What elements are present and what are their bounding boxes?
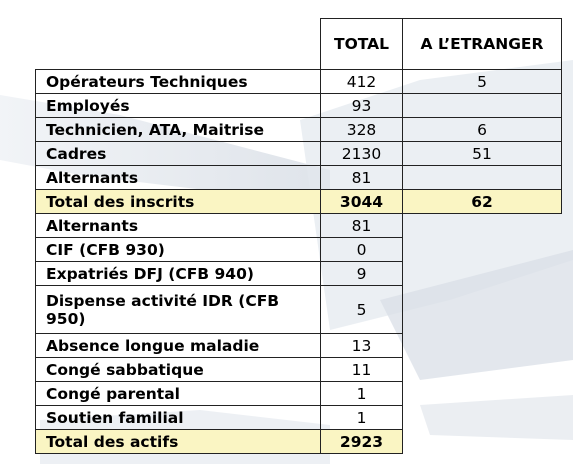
row-label: Expatriés DFJ (CFB 940)	[35, 261, 321, 286]
row-abroad	[402, 165, 562, 190]
row-total: 9	[320, 261, 403, 286]
total-actifs-label: Total des actifs	[35, 429, 321, 454]
empty-cell	[403, 286, 562, 334]
header-empty-cell	[35, 18, 321, 70]
row-total: 5	[320, 285, 403, 334]
row-label: Congé parental	[35, 381, 321, 406]
row-total: 81	[320, 165, 403, 190]
total-inscrits-total: 3044	[320, 189, 403, 214]
total-actifs-total: 2923	[320, 429, 403, 454]
row-total: 93	[320, 93, 403, 118]
staff-table: TOTAL A L’ETRANGER Opérateurs Techniques…	[35, 18, 562, 454]
empty-cell	[403, 238, 562, 262]
row-abroad: 5	[402, 69, 562, 94]
row-label: Congé sabbatique	[35, 357, 321, 382]
header-abroad: A L’ETRANGER	[402, 18, 562, 70]
table-row: Alternants 81	[35, 213, 562, 238]
row-label: Dispense activité IDR (CFB 950)	[35, 285, 321, 334]
row-total: 2130	[320, 141, 403, 166]
row-label: Absence longue maladie	[35, 333, 321, 358]
table-row: Absence longue maladie 13	[35, 333, 562, 358]
total-inscrits-abroad: 62	[402, 189, 562, 214]
table-row: Employés 93	[35, 93, 562, 118]
row-total: 0	[320, 237, 403, 262]
row-total: 11	[320, 357, 403, 382]
table-row: Expatriés DFJ (CFB 940) 9	[35, 261, 562, 286]
row-label: Technicien, ATA, Maitrise	[35, 117, 321, 142]
row-abroad: 51	[402, 141, 562, 166]
table-row: Cadres 2130 51	[35, 141, 562, 166]
table-header-row: TOTAL A L’ETRANGER	[35, 18, 562, 70]
empty-cell	[403, 334, 562, 358]
table-row: Soutien familial 1	[35, 405, 562, 430]
total-inscrits-label: Total des inscrits	[35, 189, 321, 214]
table-row: Alternants 81	[35, 165, 562, 190]
row-total: 13	[320, 333, 403, 358]
row-abroad: 6	[402, 117, 562, 142]
row-label: Employés	[35, 93, 321, 118]
row-total: 1	[320, 405, 403, 430]
table-row: CIF (CFB 930) 0	[35, 237, 562, 262]
row-label: Alternants	[35, 213, 321, 238]
row-total: 328	[320, 117, 403, 142]
table-row: Dispense activité IDR (CFB 950) 5	[35, 285, 562, 334]
row-label: Opérateurs Techniques	[35, 69, 321, 94]
empty-cell	[403, 430, 562, 454]
row-label: CIF (CFB 930)	[35, 237, 321, 262]
row-total: 412	[320, 69, 403, 94]
empty-cell	[403, 358, 562, 382]
row-label: Cadres	[35, 141, 321, 166]
empty-cell	[403, 406, 562, 430]
row-total: 1	[320, 381, 403, 406]
table-row: Congé sabbatique 11	[35, 357, 562, 382]
table-row: Congé parental 1	[35, 381, 562, 406]
row-total: 81	[320, 213, 403, 238]
row-label: Soutien familial	[35, 405, 321, 430]
row-label: Alternants	[35, 165, 321, 190]
header-total: TOTAL	[320, 18, 403, 70]
row-abroad	[402, 93, 562, 118]
total-inscrits-row: Total des inscrits 3044 62	[35, 189, 562, 214]
empty-cell	[403, 262, 562, 286]
empty-cell	[403, 382, 562, 406]
table-row: Technicien, ATA, Maitrise 328 6	[35, 117, 562, 142]
total-actifs-row: Total des actifs 2923	[35, 429, 562, 454]
empty-cell	[403, 214, 562, 238]
table-row: Opérateurs Techniques 412 5	[35, 69, 562, 94]
